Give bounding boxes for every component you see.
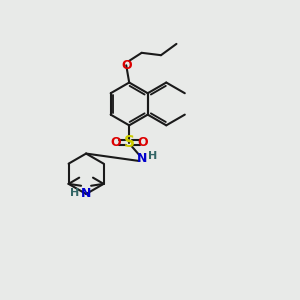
Text: O: O bbox=[110, 136, 121, 149]
Text: S: S bbox=[124, 135, 135, 150]
Text: O: O bbox=[121, 59, 131, 72]
Text: H: H bbox=[70, 188, 80, 198]
Text: N: N bbox=[81, 188, 91, 200]
Text: O: O bbox=[138, 136, 148, 149]
Text: N: N bbox=[136, 152, 147, 164]
Text: H: H bbox=[148, 151, 158, 161]
